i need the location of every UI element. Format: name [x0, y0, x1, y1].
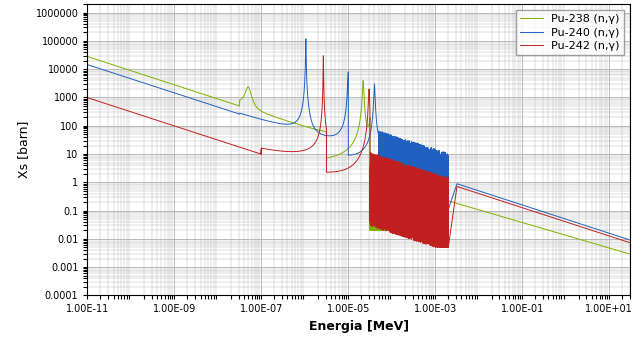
Pu-242 (n,γ): [433, 245, 441, 249]
Line: Pu-238 (n,γ): Pu-238 (n,γ): [88, 56, 631, 254]
Pu-242 (n,γ): [424, 232, 432, 236]
Pu-242 (n,γ): [627, 241, 635, 245]
Pu-240 (n,γ): [302, 37, 310, 41]
Pu-240 (n,γ): [358, 149, 366, 153]
Pu-240 (n,γ): [84, 63, 91, 67]
Pu-240 (n,γ): [431, 181, 438, 185]
Line: Pu-240 (n,γ): Pu-240 (n,γ): [88, 39, 631, 240]
Legend: Pu-238 (n,γ), Pu-240 (n,γ), Pu-242 (n,γ): Pu-238 (n,γ), Pu-240 (n,γ), Pu-242 (n,γ): [516, 10, 624, 55]
Pu-240 (n,γ): [353, 152, 360, 156]
Pu-242 (n,γ): [157, 119, 164, 123]
Pu-238 (n,γ): [433, 196, 441, 200]
Pu-238 (n,γ): [272, 115, 280, 119]
Pu-242 (n,γ): [383, 164, 391, 168]
Line: Pu-242 (n,γ): Pu-242 (n,γ): [88, 56, 631, 247]
Pu-238 (n,γ): [294, 122, 302, 126]
Pu-240 (n,γ): [400, 139, 408, 143]
Y-axis label: Xs [barn]: Xs [barn]: [17, 121, 30, 179]
Pu-240 (n,γ): [415, 170, 422, 174]
Pu-240 (n,γ): [627, 238, 635, 242]
Pu-238 (n,γ): [627, 252, 635, 256]
Pu-238 (n,γ): [340, 150, 348, 154]
Pu-242 (n,γ): [84, 96, 91, 100]
Pu-240 (n,γ): [592, 227, 599, 231]
Pu-242 (n,γ): [320, 54, 327, 58]
Pu-238 (n,γ): [397, 228, 404, 233]
Pu-242 (n,γ): [407, 189, 415, 193]
X-axis label: Energia [MeV]: Energia [MeV]: [309, 320, 409, 333]
Pu-242 (n,γ): [352, 160, 360, 164]
Pu-242 (n,γ): [425, 230, 433, 234]
Pu-238 (n,γ): [392, 228, 399, 233]
Pu-238 (n,γ): [84, 54, 91, 58]
